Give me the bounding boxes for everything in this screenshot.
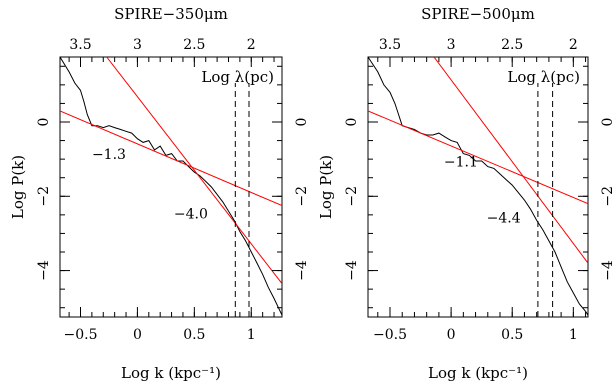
top-tick-label: 3.5 [69,37,91,53]
fit-line-1 [60,110,282,207]
chart-panel-2: −0.5 0 0.5 1 3.5 3 2.5 2 0 0 −2 −2 −4 −4 SPIRE−500μm Lo… [317,5,616,382]
y-tick-label-right: 0 [294,118,310,127]
top-tick-label: 3 [447,37,456,53]
panel-title: SPIRE−500μm [421,5,535,23]
x-tick-label: 0 [133,327,142,343]
plot-frame [59,56,283,318]
y-tick-label-right: −2 [600,186,616,207]
fit-line-1 [368,110,588,205]
series-group [368,57,588,317]
x-tick-label: 0.5 [183,327,205,343]
fit-line-2 [433,57,588,264]
x-tick-label: 0 [447,327,456,343]
fit-line-2 [106,57,282,284]
slope-annotation: −1.1 [444,155,478,171]
series-group [60,57,282,317]
x-tick-label: 1 [569,327,578,343]
top-tick-label: 2 [247,37,256,53]
y-tick-label-left: −2 [344,186,360,207]
y-tick-label-left: 0 [36,118,52,127]
x-tick-label: −0.5 [63,327,97,343]
y-tick-label-left: −4 [36,260,52,281]
plot-frame [367,56,589,318]
top-tick-label: 2.5 [501,37,523,53]
y-tick-label-right: −2 [294,186,310,207]
x-tick-label: 0.5 [501,327,523,343]
x-axis-title: Log k (kpc⁻¹) [428,364,528,382]
y-axis-title: Log P(k) [9,155,27,219]
y-tick-label-right: −4 [294,260,310,281]
top-tick-label: 2.5 [183,37,205,53]
y-tick-label-right: −4 [600,260,616,281]
y-tick-label-left: −4 [344,260,360,281]
y-axis-title: Log P(k) [317,155,335,219]
top-tick-label: 3.5 [379,37,401,53]
chart-panel-1: −0.5 0 0.5 1 3.5 3 2.5 2 0 0 −2 −2 −4 −4 SPIRE−350μm Lo… [9,5,310,382]
y-tick-label-left: 0 [344,118,360,127]
slope-annotation: −4.4 [487,210,521,226]
panel-title: SPIRE−350μm [114,5,228,23]
slope-annotation: −1.3 [92,147,126,163]
x-axis-title: Log k (kpc⁻¹) [121,364,221,382]
y-tick-label-left: −2 [36,186,52,207]
slope-annotation: −4.0 [174,207,208,223]
top-tick-label: 3 [133,37,142,53]
top-tick-label: 2 [569,37,578,53]
top-axis-title: Log λ(pc) [201,68,274,86]
top-axis-title: Log λ(pc) [507,68,580,86]
x-tick-label: −0.5 [373,327,407,343]
power-spectrum-line [368,57,588,316]
y-tick-label-right: 0 [600,118,616,127]
x-tick-label: 1 [247,327,256,343]
